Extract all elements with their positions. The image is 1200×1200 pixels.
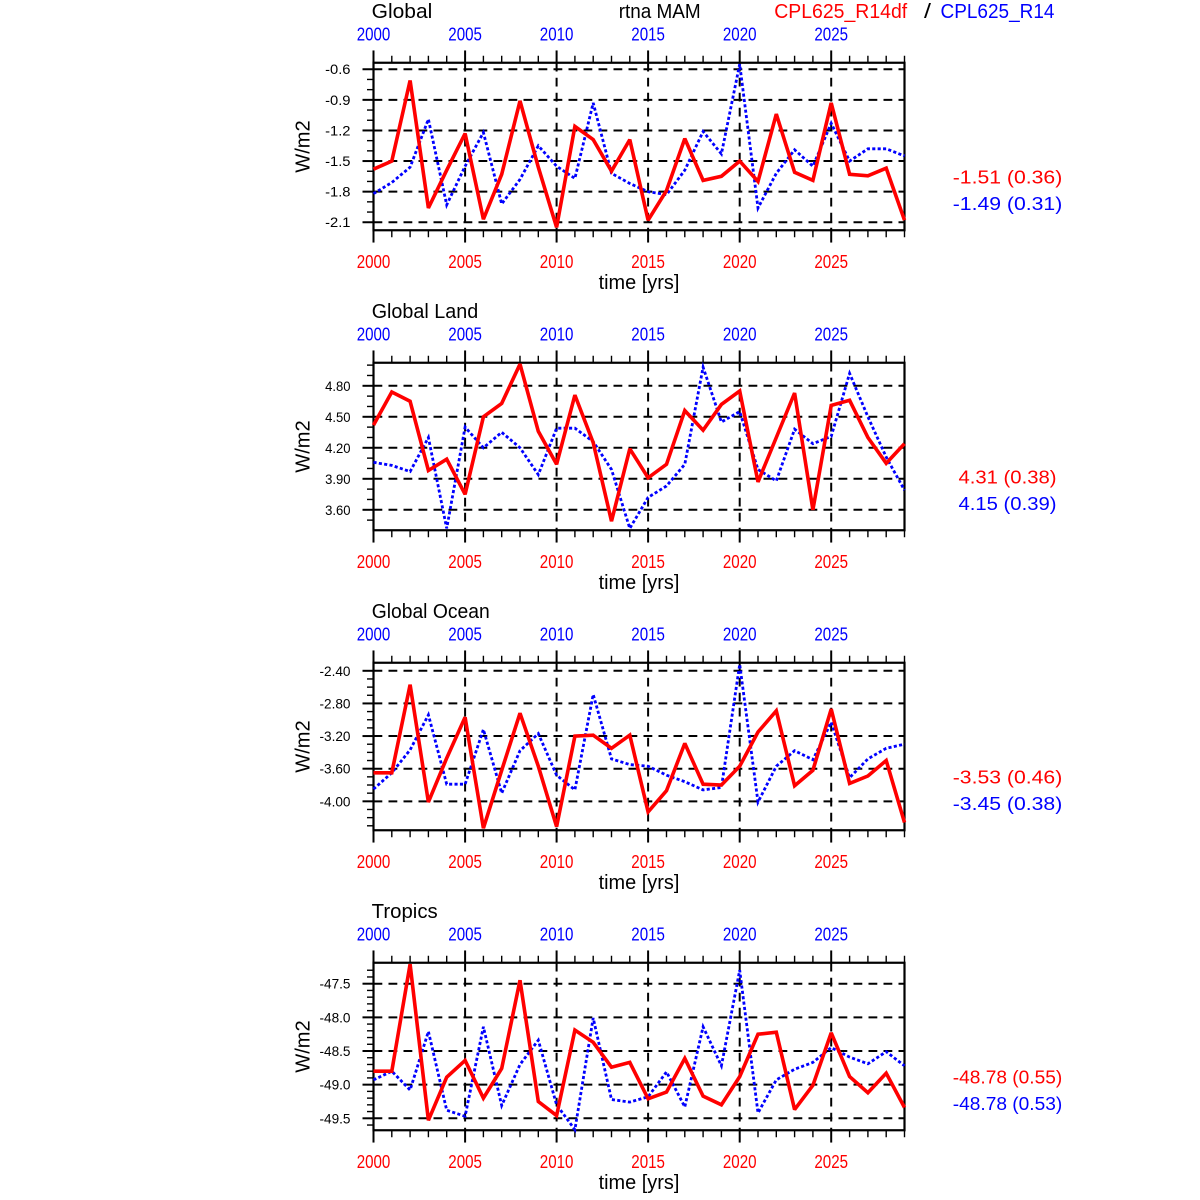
svg-text:4.80: 4.80 — [325, 378, 351, 394]
svg-text:-1.49 (0.31): -1.49 (0.31) — [953, 193, 1063, 214]
svg-text:-3.53 (0.46): -3.53 (0.46) — [953, 767, 1063, 788]
svg-text:-47.5: -47.5 — [320, 976, 351, 992]
svg-text:2000: 2000 — [357, 925, 391, 945]
svg-text:-1.5: -1.5 — [325, 153, 351, 169]
svg-text:W/m2: W/m2 — [292, 120, 315, 173]
svg-text:2020: 2020 — [723, 925, 757, 945]
svg-text:time [yrs]: time [yrs] — [599, 572, 680, 594]
svg-text:2020: 2020 — [723, 1152, 757, 1172]
svg-text:2015: 2015 — [631, 25, 665, 45]
svg-text:2020: 2020 — [723, 852, 757, 872]
svg-text:2020: 2020 — [723, 552, 757, 572]
svg-text:2010: 2010 — [540, 852, 574, 872]
svg-text:W/m2: W/m2 — [292, 420, 315, 473]
svg-text:2005: 2005 — [448, 925, 482, 945]
svg-text:2015: 2015 — [631, 324, 665, 344]
svg-text:2005: 2005 — [448, 252, 482, 272]
svg-text:2020: 2020 — [723, 25, 757, 45]
svg-text:2025: 2025 — [814, 852, 848, 872]
svg-text:Global: Global — [372, 1, 433, 23]
svg-text:W/m2: W/m2 — [292, 720, 315, 773]
svg-text:2025: 2025 — [814, 252, 848, 272]
svg-text:2015: 2015 — [631, 1152, 665, 1172]
svg-text:3.60: 3.60 — [325, 502, 351, 518]
svg-text:2020: 2020 — [723, 324, 757, 344]
svg-text:-48.78 (0.53): -48.78 (0.53) — [953, 1093, 1063, 1114]
svg-text:CPL625_R14df: CPL625_R14df — [774, 1, 907, 23]
svg-text:4.50: 4.50 — [325, 409, 351, 425]
svg-text:Global Ocean: Global Ocean — [372, 601, 490, 623]
svg-text:2025: 2025 — [814, 1152, 848, 1172]
svg-text:2010: 2010 — [540, 625, 574, 645]
svg-text:W/m2: W/m2 — [292, 1020, 315, 1073]
svg-text:2010: 2010 — [540, 552, 574, 572]
svg-text:time [yrs]: time [yrs] — [599, 272, 680, 294]
svg-text:2000: 2000 — [357, 25, 391, 45]
svg-text:2015: 2015 — [631, 925, 665, 945]
svg-text:-1.2: -1.2 — [325, 122, 351, 138]
svg-text:2010: 2010 — [540, 252, 574, 272]
svg-text:2000: 2000 — [357, 252, 391, 272]
svg-text:-0.6: -0.6 — [325, 61, 351, 77]
svg-text:-1.8: -1.8 — [325, 184, 351, 200]
svg-text:-0.9: -0.9 — [325, 92, 351, 108]
svg-text:-2.80: -2.80 — [320, 695, 351, 711]
svg-text:4.15 (0.39): 4.15 (0.39) — [959, 493, 1057, 514]
svg-text:2005: 2005 — [448, 552, 482, 572]
svg-text:2020: 2020 — [723, 252, 757, 272]
svg-text:rtna MAM: rtna MAM — [619, 1, 701, 23]
svg-text:2025: 2025 — [814, 324, 848, 344]
svg-text:2010: 2010 — [540, 925, 574, 945]
svg-text:-49.0: -49.0 — [320, 1077, 351, 1093]
svg-text:time [yrs]: time [yrs] — [599, 1172, 680, 1194]
svg-text:2025: 2025 — [814, 925, 848, 945]
svg-text:-49.5: -49.5 — [320, 1110, 351, 1126]
svg-text:2005: 2005 — [448, 324, 482, 344]
svg-text:2000: 2000 — [357, 852, 391, 872]
svg-text:-3.20: -3.20 — [320, 728, 351, 744]
svg-text:-3.60: -3.60 — [320, 761, 351, 777]
svg-text:-2.1: -2.1 — [325, 214, 351, 230]
svg-text:2025: 2025 — [814, 25, 848, 45]
svg-text:CPL625_R14: CPL625_R14 — [941, 1, 1055, 23]
svg-text:-1.51 (0.36): -1.51 (0.36) — [953, 166, 1063, 187]
svg-text:2010: 2010 — [540, 324, 574, 344]
svg-text:4.20: 4.20 — [325, 440, 351, 456]
svg-text:2015: 2015 — [631, 252, 665, 272]
svg-text:-4.00: -4.00 — [320, 793, 351, 809]
svg-text:2015: 2015 — [631, 625, 665, 645]
svg-text:2005: 2005 — [448, 852, 482, 872]
svg-text:-48.78 (0.55): -48.78 (0.55) — [953, 1067, 1063, 1088]
svg-text:-2.40: -2.40 — [320, 663, 351, 679]
svg-text:2000: 2000 — [357, 625, 391, 645]
svg-text:2000: 2000 — [357, 324, 391, 344]
svg-text:3.90: 3.90 — [325, 471, 351, 487]
svg-text:2010: 2010 — [540, 1152, 574, 1172]
svg-text:2025: 2025 — [814, 625, 848, 645]
svg-text:2005: 2005 — [448, 1152, 482, 1172]
svg-text:Tropics: Tropics — [372, 901, 438, 923]
svg-text:2020: 2020 — [723, 625, 757, 645]
svg-text:2005: 2005 — [448, 625, 482, 645]
svg-text:2015: 2015 — [631, 852, 665, 872]
svg-text:-48.0: -48.0 — [320, 1009, 351, 1025]
svg-text:2015: 2015 — [631, 552, 665, 572]
svg-text:/: / — [924, 1, 932, 23]
svg-text:2025: 2025 — [814, 552, 848, 572]
svg-text:2005: 2005 — [448, 25, 482, 45]
svg-text:2000: 2000 — [357, 1152, 391, 1172]
svg-text:4.31 (0.38): 4.31 (0.38) — [959, 466, 1057, 487]
svg-text:2010: 2010 — [540, 25, 574, 45]
svg-text:time [yrs]: time [yrs] — [599, 872, 680, 894]
svg-text:-48.5: -48.5 — [320, 1043, 351, 1059]
svg-text:2000: 2000 — [357, 552, 391, 572]
svg-text:Global Land: Global Land — [372, 301, 479, 323]
svg-text:-3.45 (0.38): -3.45 (0.38) — [953, 793, 1063, 814]
